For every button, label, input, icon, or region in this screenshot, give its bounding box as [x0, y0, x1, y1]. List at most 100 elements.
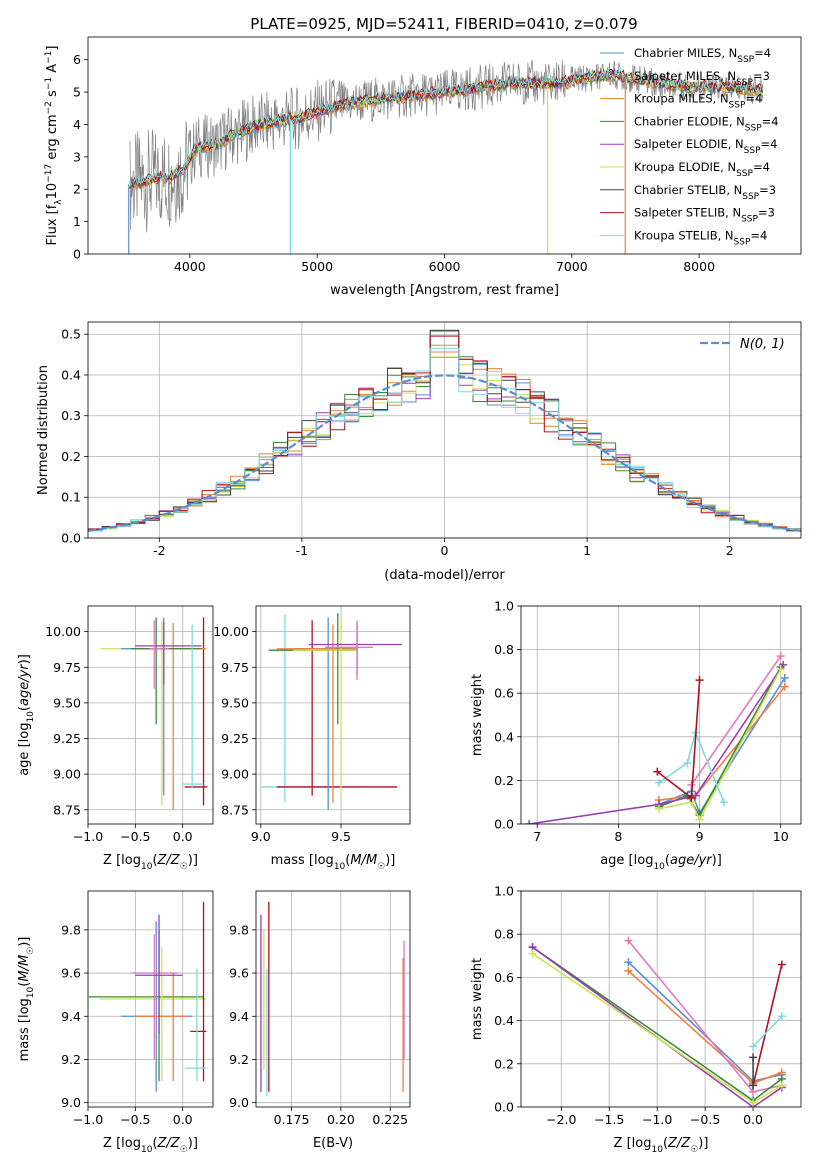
- weight-marker: [777, 1012, 786, 1021]
- label-part: 10: [45, 183, 60, 200]
- x-tick-label: 8000: [683, 259, 715, 274]
- weight-marker: [780, 682, 789, 691]
- label-part: E(B-V): [313, 1136, 353, 1151]
- axes-frame: [255, 890, 411, 1108]
- weight-marker: [687, 793, 696, 802]
- y-tick-label: 9.0: [229, 1095, 249, 1110]
- panel-spectrum: 4000 5000 6000 7000 8000 0 1 2 3 4 5 6 wavelength [A…: [44, 36, 802, 298]
- y-tick-label: 0.2: [494, 1056, 514, 1071]
- y-tick-label: 0.6: [494, 970, 514, 985]
- label-part: age/yr: [670, 853, 713, 868]
- label-part: Z [log: [614, 1136, 652, 1151]
- weight-marker: [749, 1098, 758, 1107]
- plot-area: [88, 891, 213, 1107]
- label-part: (: [152, 1136, 157, 1151]
- legend-label: Kroupa ELODIE, NSSP=4: [634, 160, 770, 179]
- x-tick-label: 6000: [429, 259, 461, 274]
- label-part: =3: [759, 183, 776, 197]
- label-part: ☉: [377, 862, 385, 872]
- y-axis-label: mass weight: [470, 958, 485, 1040]
- x-axis-label: age [log10(age/yr)]: [600, 853, 722, 872]
- x-tick-label: 10: [773, 829, 789, 844]
- x-tick-label: −1.0: [642, 1112, 672, 1127]
- label-part: age [log: [600, 853, 653, 868]
- label-part: mass weight: [470, 674, 485, 756]
- y-tick-label: 1: [73, 214, 81, 229]
- x-tick-label: 0.0: [743, 1112, 763, 1127]
- label-part: )]: [17, 654, 32, 664]
- y-tick-label: 0.4: [61, 367, 81, 382]
- label-part: =3: [753, 69, 770, 83]
- weight-line: [752, 1015, 783, 1048]
- label-part: =4: [762, 114, 779, 128]
- label-part: =4: [761, 137, 778, 151]
- y-tick-label: 4: [73, 117, 81, 132]
- y-tick-label: 9.25: [53, 731, 81, 746]
- weight-line: [528, 664, 784, 824]
- weight-marker: [749, 1053, 758, 1062]
- y-tick-label: 1.0: [494, 599, 514, 614]
- plot-area: [88, 322, 801, 538]
- plot-area: [88, 606, 213, 824]
- label-part: Z [log: [103, 853, 141, 868]
- weight-marker: [695, 676, 704, 685]
- label-part: age/yr: [17, 663, 32, 706]
- x-axis-label: Z [log10(Z/Z☉)]: [614, 1136, 709, 1155]
- y-tick-label: 10.00: [45, 624, 81, 639]
- label-part: −1: [44, 51, 54, 64]
- y-tick-label: 0.1: [61, 490, 81, 505]
- panel-mass_vs_Z: −1.0 −0.5 0.09.09.29.49.69.8Z [log10(Z/Z☉)…: [17, 890, 214, 1155]
- label-part: Chabrier ELODIE, N: [634, 114, 745, 128]
- label-part: A: [45, 64, 60, 77]
- x-axis-label: Z [log10(Z/Z☉)]: [103, 1136, 198, 1155]
- x-tick-label: 0: [441, 543, 449, 558]
- x-axis-label: E(B-V): [313, 1136, 353, 1151]
- panel-age_vs_Z: −1.0 −0.5 0.0 8.75 9.00 9.25 9.50 9.75 10.00 Z [l…: [17, 605, 214, 872]
- y-tick-label: 1.0: [494, 884, 514, 899]
- weight-marker: [749, 1042, 758, 1051]
- y-tick-label: 0.2: [61, 449, 81, 464]
- x-tick-label: -2: [153, 543, 165, 558]
- weight-marker: [780, 673, 789, 682]
- label-part: )]: [188, 1136, 198, 1151]
- x-tick-label: −0.5: [690, 1112, 720, 1127]
- legend-label: Salpeter STELIB, NSSP=3: [634, 206, 775, 225]
- label-part: SSP: [745, 123, 762, 133]
- x-tick-label: 0.175: [274, 1112, 310, 1127]
- residual-histogram: [88, 330, 801, 530]
- label-part: SSP: [736, 169, 753, 179]
- label-part: =4: [754, 46, 771, 60]
- x-tick-label: 9: [696, 829, 704, 844]
- y-tick-label: 5: [73, 85, 81, 100]
- y-tick-label: 9.6: [229, 966, 249, 981]
- plot-area: [521, 606, 801, 824]
- y-tick-label: 9.50: [53, 695, 81, 710]
- label-part: Flux [f: [45, 204, 60, 245]
- y-tick-label: 0.0: [494, 1100, 514, 1115]
- legend-label: Chabrier STELIB, NSSP=3: [634, 183, 776, 202]
- weight-marker: [691, 791, 700, 800]
- weight-marker: [695, 815, 704, 824]
- weight-marker: [654, 804, 663, 813]
- weight-line: [752, 964, 783, 1086]
- label-part: =4: [753, 160, 770, 174]
- weight-marker: [749, 1081, 758, 1090]
- label-part: M/M: [17, 955, 32, 982]
- label-part: Salpeter MILES, N: [634, 69, 736, 83]
- label-part: 10: [141, 862, 153, 872]
- y-tick-label: 9.75: [221, 660, 249, 675]
- y-tick-label: 6: [73, 52, 81, 67]
- label-part: 10: [26, 986, 36, 998]
- label-part: ]: [45, 46, 60, 51]
- y-tick-label: 9.4: [229, 1009, 249, 1024]
- y-tick-label: 9.2: [61, 1052, 81, 1067]
- y-tick-label: 0.0: [494, 817, 514, 832]
- x-axis-label: wavelength [Angstrom, rest frame]: [330, 283, 559, 298]
- weight-marker: [654, 778, 663, 787]
- axes-frame: [255, 605, 411, 825]
- label-part: Z/Z: [157, 853, 181, 868]
- y-axis-label: Normed distribution: [36, 365, 51, 495]
- weight-line: [658, 686, 786, 801]
- legend-label: Chabrier MILES, NSSP=4: [634, 46, 771, 65]
